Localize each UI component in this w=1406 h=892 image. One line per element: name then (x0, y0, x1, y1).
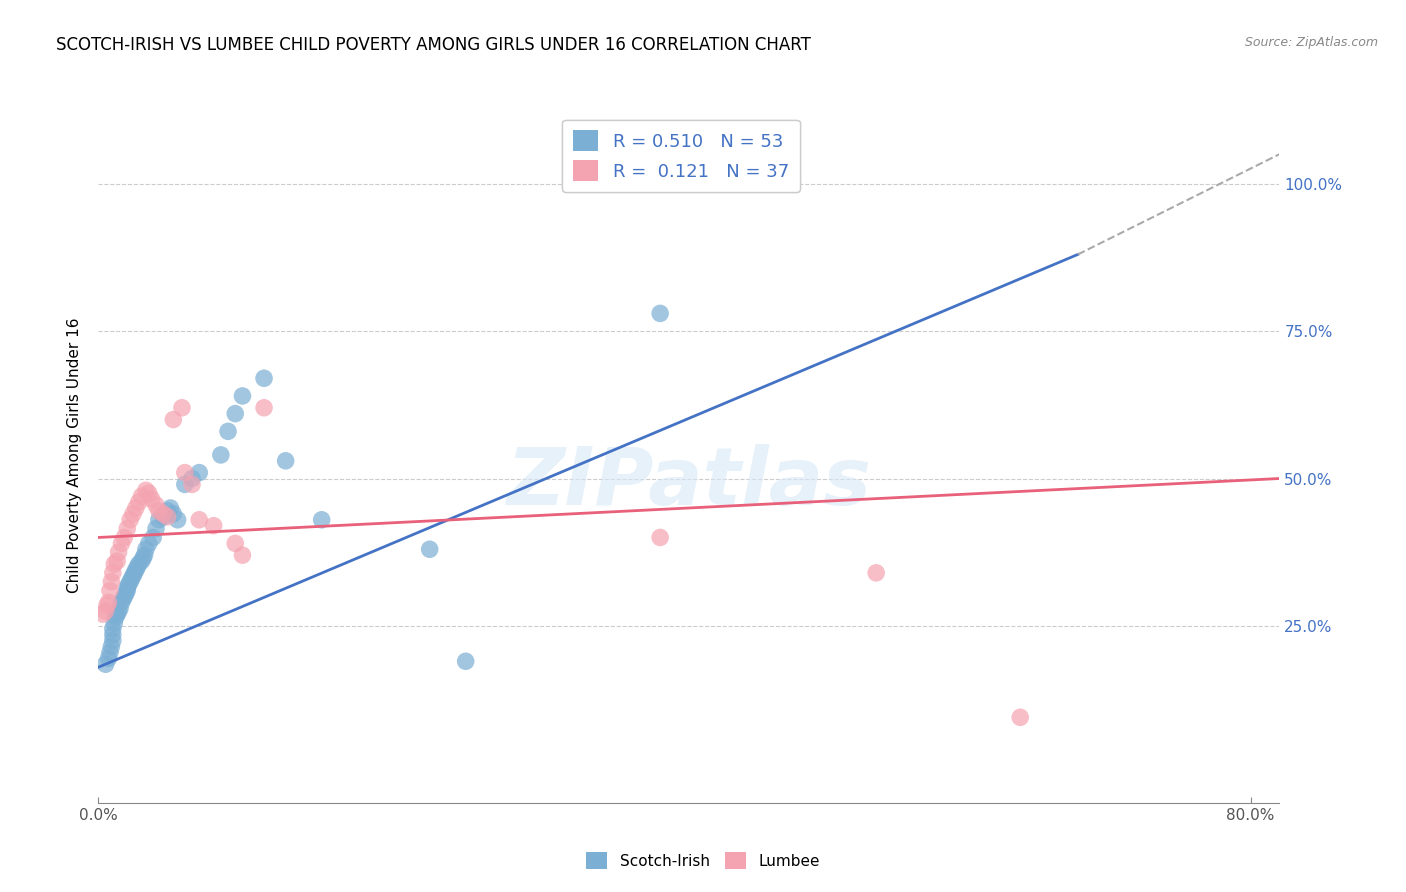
Point (110, 536, 132, 550)
Point (145, 498, 167, 512)
Point (107, 545, 129, 559)
Point (101, 622, 124, 636)
Text: Source: ZipAtlas.com: Source: ZipAtlas.com (1244, 36, 1378, 49)
Point (253, 401, 276, 415)
Point (145, 522, 167, 536)
Y-axis label: Child Poverty Among Girls Under 16: Child Poverty Among Girls Under 16 (67, 318, 83, 592)
Point (135, 483, 157, 498)
Point (97, 651, 120, 665)
Point (156, 504, 179, 518)
Point (253, 371, 276, 385)
Point (128, 557, 150, 571)
Point (419, 542, 441, 557)
Point (127, 560, 149, 574)
Point (100, 640, 122, 654)
Point (122, 507, 145, 521)
Point (159, 500, 181, 515)
Point (138, 536, 160, 550)
Point (121, 572, 143, 586)
Point (134, 548, 156, 562)
Point (108, 601, 131, 615)
Point (112, 590, 135, 604)
Point (148, 504, 170, 518)
Point (105, 554, 128, 568)
Point (115, 583, 138, 598)
Point (173, 477, 195, 491)
Point (101, 566, 124, 580)
Point (152, 507, 174, 521)
Point (91, 607, 114, 621)
Point (101, 633, 124, 648)
Point (865, 566, 887, 580)
Point (181, 471, 204, 485)
Point (103, 557, 125, 571)
Point (120, 574, 142, 589)
Legend: R = 0.510   N = 53, R =  0.121   N = 37: R = 0.510 N = 53, R = 0.121 N = 37 (562, 120, 800, 192)
Point (224, 407, 246, 421)
Point (98, 645, 121, 659)
Point (103, 615, 125, 630)
Point (311, 513, 333, 527)
Point (173, 466, 195, 480)
Point (104, 610, 127, 624)
Point (156, 509, 179, 524)
Point (104, 607, 127, 621)
Point (274, 454, 297, 468)
Point (650, 531, 672, 545)
Point (125, 563, 148, 577)
Point (115, 522, 138, 536)
Point (224, 536, 246, 550)
Point (209, 448, 232, 462)
Point (650, 306, 672, 320)
Point (114, 586, 136, 600)
Point (110, 595, 132, 609)
Point (162, 412, 184, 426)
Point (132, 551, 155, 566)
Point (135, 542, 157, 557)
Point (231, 548, 253, 562)
Legend: Scotch-Irish, Lumbee: Scotch-Irish, Lumbee (579, 846, 827, 875)
Point (125, 500, 148, 515)
Point (166, 513, 188, 527)
Point (118, 577, 141, 591)
Point (202, 518, 225, 533)
Point (188, 466, 211, 480)
Point (231, 389, 253, 403)
Point (170, 401, 193, 415)
Point (217, 425, 239, 439)
Point (141, 492, 163, 507)
Point (148, 513, 170, 527)
Point (97, 595, 120, 609)
Point (162, 507, 184, 521)
Point (107, 604, 129, 618)
Point (94, 657, 117, 672)
Point (142, 531, 165, 545)
Point (454, 654, 477, 668)
Text: ZIPatlas: ZIPatlas (506, 443, 872, 522)
Point (128, 495, 150, 509)
Point (131, 489, 153, 503)
Point (111, 592, 134, 607)
Point (1010, 710, 1032, 724)
Point (188, 513, 211, 527)
Point (100, 574, 122, 589)
Point (98, 583, 121, 598)
Point (105, 607, 128, 621)
Point (112, 531, 135, 545)
Point (96, 599, 118, 613)
Point (115, 581, 138, 595)
Point (122, 569, 145, 583)
Text: SCOTCH-IRISH VS LUMBEE CHILD POVERTY AMONG GIRLS UNDER 16 CORRELATION CHART: SCOTCH-IRISH VS LUMBEE CHILD POVERTY AMO… (56, 36, 811, 54)
Point (181, 477, 204, 491)
Point (124, 566, 146, 580)
Point (120, 513, 142, 527)
Point (94, 604, 117, 618)
Point (152, 509, 174, 524)
Point (138, 486, 160, 500)
Point (131, 554, 153, 568)
Point (101, 628, 124, 642)
